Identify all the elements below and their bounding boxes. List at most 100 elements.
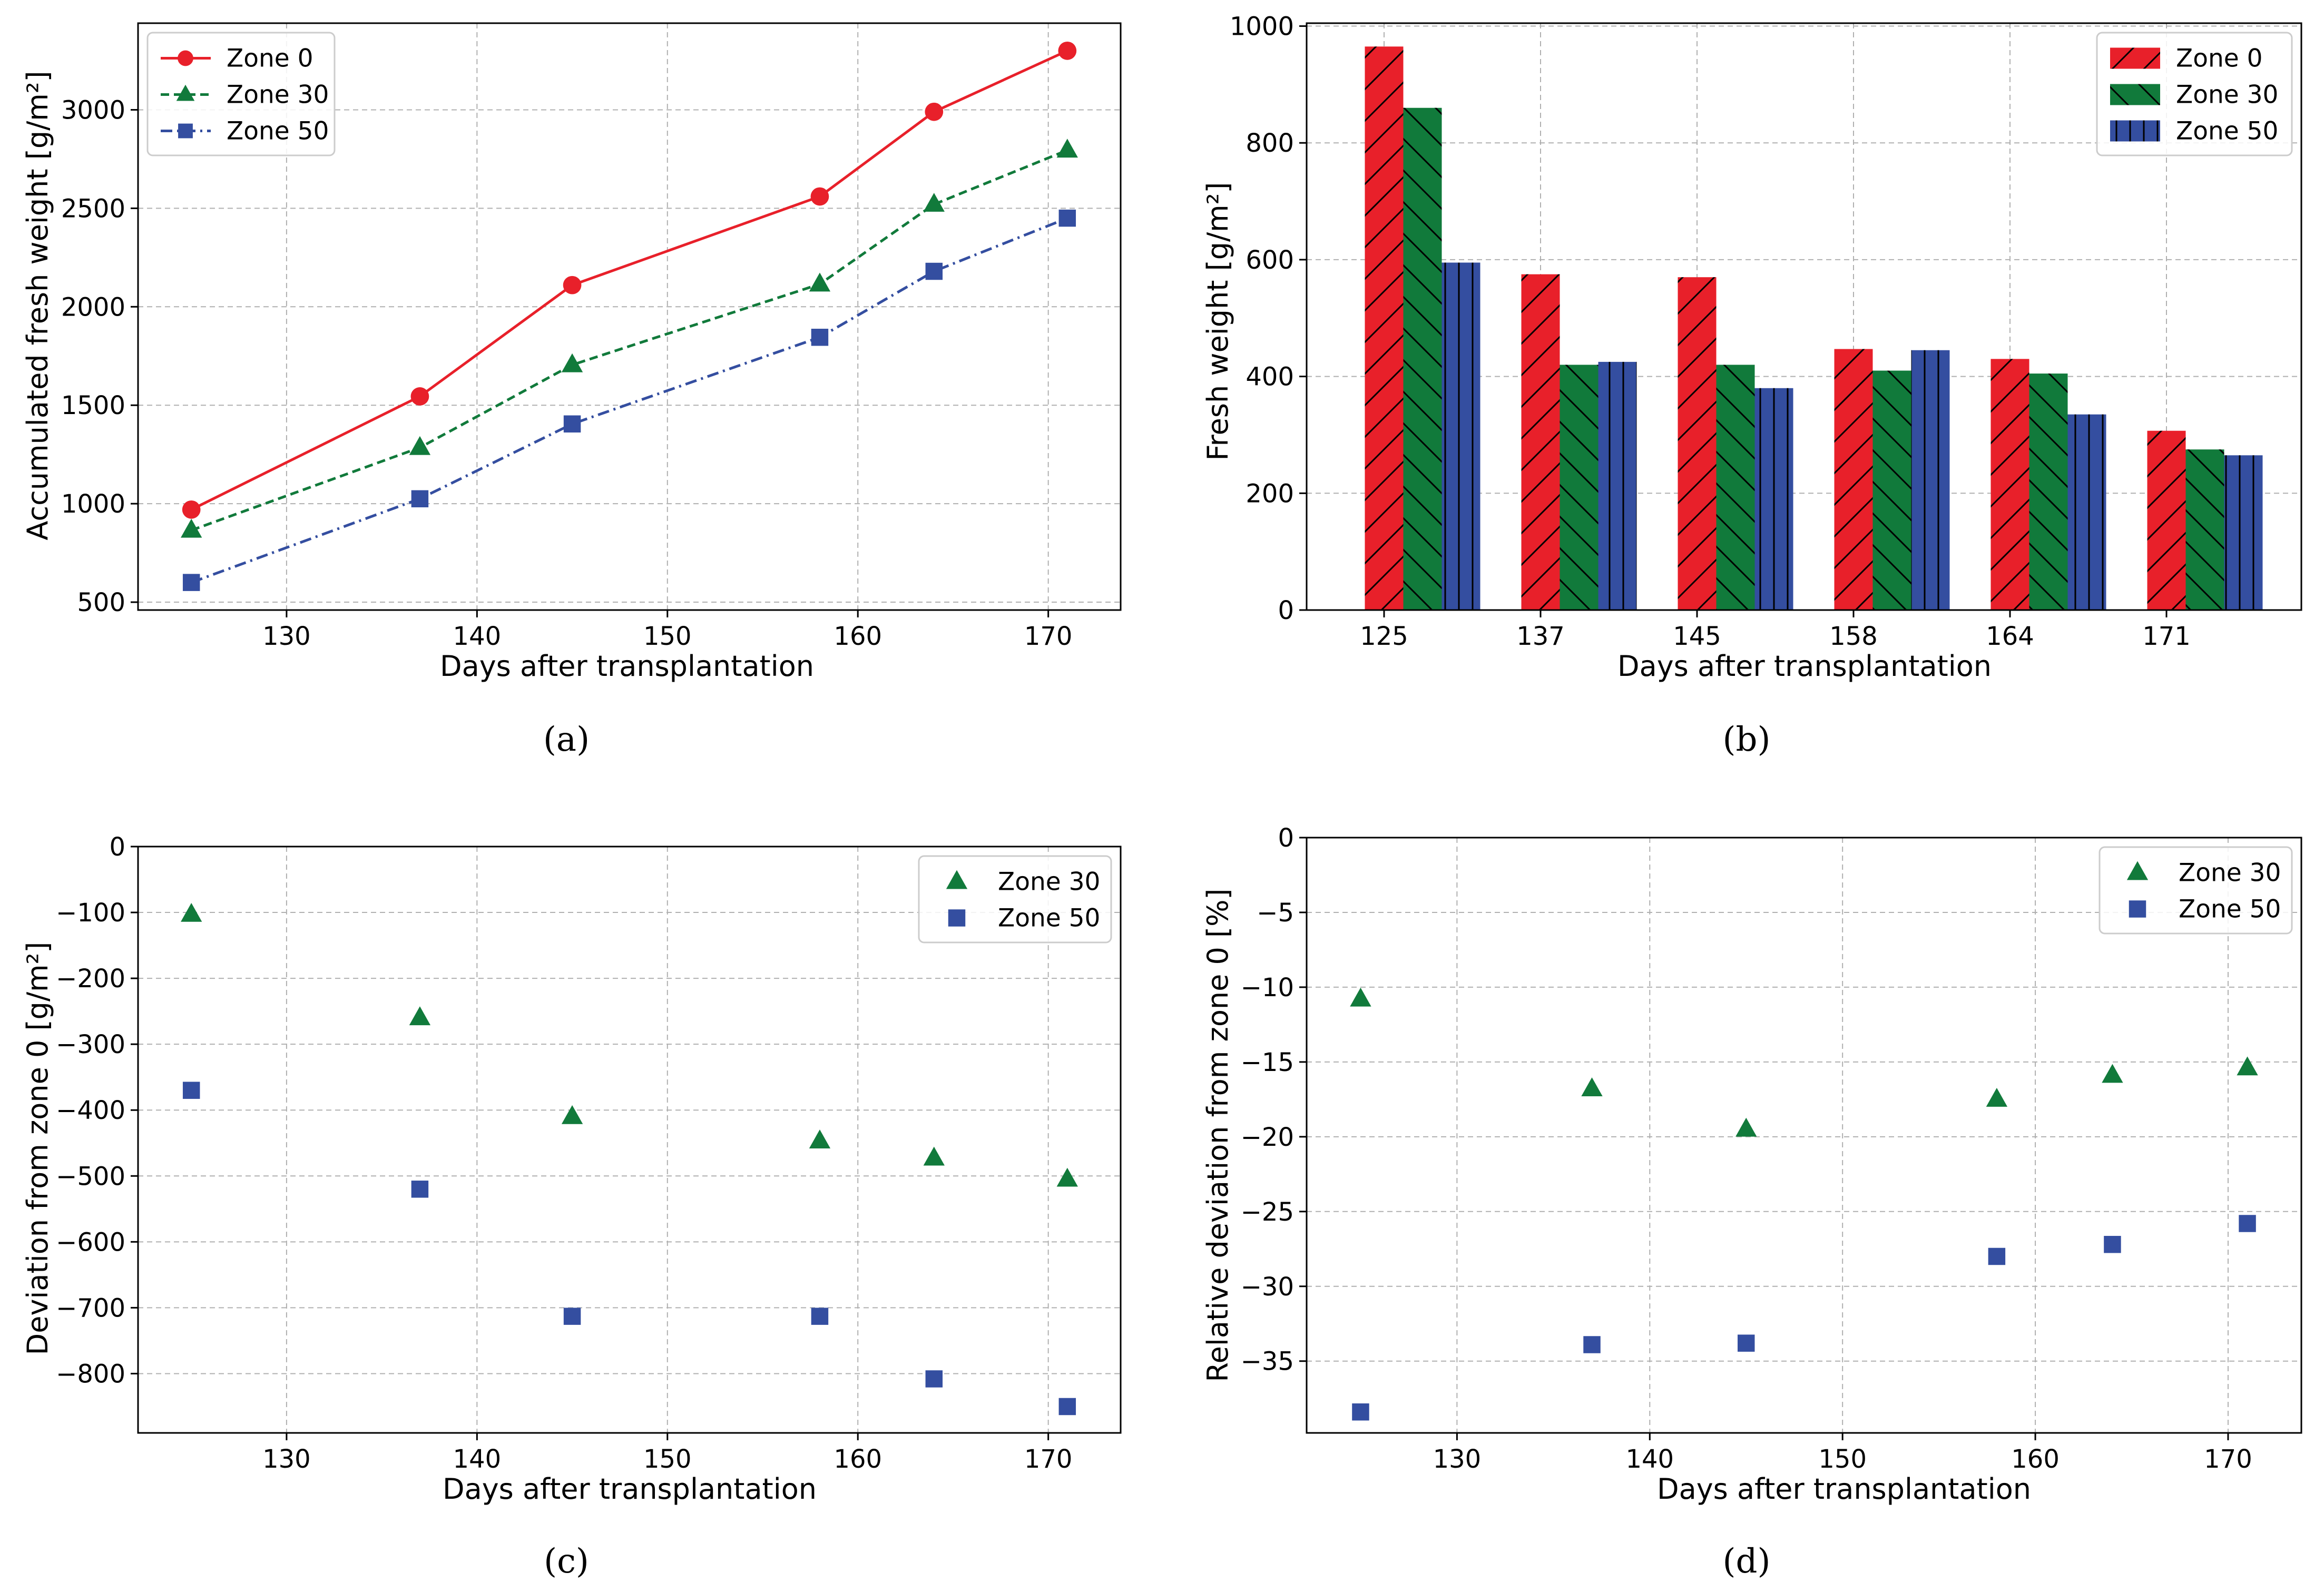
y-tick-label: 1500 (61, 391, 125, 420)
y-tick-label: −10 (1241, 973, 1294, 1003)
series-line-zone-50 (191, 217, 1068, 584)
legend-marker (176, 84, 195, 101)
bar-hatch (1442, 262, 1480, 610)
panel-a-xlabel: Days after transplantation (440, 650, 814, 683)
legend-label: Zone 30 (998, 868, 1100, 897)
x-tick-label: 170 (1024, 622, 1073, 651)
legend-swatch-hatch (2110, 120, 2160, 142)
y-tick-label: 3000 (61, 95, 125, 125)
panel-d-ylabel: Relative deviation from zone 0 [%] (1201, 889, 1234, 1382)
legend-marker (178, 123, 193, 139)
data-point (925, 102, 944, 121)
panel-a-caption: (a) (543, 720, 590, 759)
bar-hatch (1598, 361, 1637, 610)
plot-frame (1306, 22, 2302, 611)
data-point (1988, 1247, 2006, 1265)
data-point (182, 574, 200, 591)
legend-marker (946, 870, 968, 889)
data-point (1352, 1403, 1369, 1421)
y-tick-label: −700 (56, 1293, 125, 1323)
y-tick-label: −800 (56, 1359, 125, 1389)
legend-swatch-hatch (2110, 47, 2160, 69)
legend-label: Zone 0 (2176, 44, 2263, 73)
data-point (1737, 1334, 1755, 1352)
bar-hatch (1716, 365, 1755, 610)
panel-b-bar-chart: Days after transplantation Fresh weight … (1201, 12, 2302, 759)
legend: Zone 30 Zone 50 (918, 855, 1112, 944)
x-tick-label: 160 (2011, 1444, 2060, 1474)
y-tick-label: 200 (1246, 479, 1294, 508)
y-tick-label: −35 (1241, 1347, 1294, 1377)
data-point (563, 276, 582, 294)
data-point (409, 1006, 431, 1026)
y-tick-label: 2500 (61, 194, 125, 223)
data-point (1056, 139, 1078, 158)
bar (1678, 277, 1717, 610)
x-tick-label: 140 (453, 622, 502, 651)
x-tick-label: 145 (1673, 622, 1721, 651)
data-point (2237, 1056, 2258, 1076)
bar (1442, 262, 1480, 610)
legend-label: Zone 30 (2179, 859, 2281, 888)
y-tick-label: −600 (56, 1227, 125, 1257)
y-tick-label: 2000 (61, 292, 125, 322)
bar (2185, 449, 2224, 610)
y-tick-label: 1000 (1230, 12, 1294, 42)
legend: Zone 0 Zone 30 Zone 50 (146, 32, 336, 156)
data-point (2104, 1236, 2121, 1253)
data-point (1058, 1398, 1076, 1416)
bar-hatch (1521, 274, 1560, 610)
bar-hatch (2067, 414, 2106, 610)
plot-frame (1306, 837, 2302, 1434)
data-point (1350, 987, 1371, 1007)
y-tick-label: −25 (1241, 1197, 1294, 1227)
y-tick-label: 0 (109, 832, 125, 862)
legend-label: Zone 30 (2176, 81, 2278, 110)
y-tick-label: −400 (56, 1096, 125, 1125)
y-tick-label: −15 (1241, 1048, 1294, 1077)
legend-box (918, 855, 1112, 944)
legend-marker (178, 50, 193, 66)
bar-hatch (1911, 350, 1950, 610)
bar-hatch (1990, 359, 2029, 610)
x-tick-label: 130 (262, 622, 311, 651)
x-tick-label: 160 (833, 622, 882, 651)
data-point (1058, 209, 1076, 227)
bar-hatch (1678, 277, 1717, 610)
x-tick-label: 140 (1625, 1444, 1674, 1474)
legend-box (146, 32, 336, 156)
bar-hatch (2029, 374, 2068, 610)
data-point (925, 262, 943, 280)
bar-hatch (1403, 107, 1442, 610)
legend-swatch-hatch (2110, 84, 2160, 105)
bar-hatch (1365, 46, 1404, 611)
bar (1560, 365, 1599, 610)
legend-label: Zone 50 (998, 904, 1100, 933)
y-tick-label: −300 (56, 1030, 125, 1059)
legend: Zone 0 Zone 30 Zone 50 (2096, 32, 2293, 156)
panel-c-ylabel: Deviation from zone 0 [g/m²] (21, 942, 54, 1355)
data-point (411, 1181, 429, 1198)
data-point (411, 490, 429, 508)
panel-c-caption: (c) (544, 1542, 589, 1581)
panel-b-xlabel: Days after transplantation (1617, 650, 1992, 683)
data-point (563, 1308, 581, 1325)
bar (1754, 388, 1793, 610)
data-point (809, 1129, 831, 1149)
panel-d-scatter-chart: Days after transplantation Relative devi… (1201, 823, 2302, 1581)
data-point (1735, 1117, 1757, 1137)
bar-hatch (1560, 365, 1599, 610)
bar (1872, 370, 1911, 610)
y-tick-label: 500 (77, 588, 125, 617)
bar (1911, 350, 1950, 610)
bar (1990, 359, 2029, 610)
y-tick-label: 400 (1246, 362, 1294, 392)
data-point (561, 353, 583, 372)
legend-label: Zone 0 (227, 44, 313, 73)
bar-hatch (1872, 370, 1911, 610)
panel-c-scatter-chart: Days after transplantation Deviation fro… (21, 832, 1122, 1581)
y-tick-label: 1000 (61, 489, 125, 519)
legend-label: Zone 50 (2176, 117, 2278, 146)
bar-hatch (1754, 388, 1793, 610)
x-tick-label: 170 (2204, 1444, 2252, 1474)
